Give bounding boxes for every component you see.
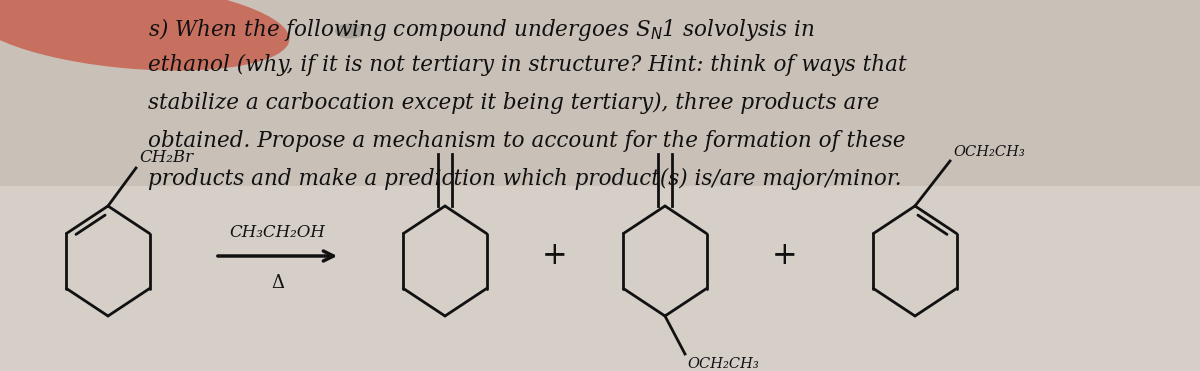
Text: s) When the following compound undergoes S$_N$1 solvolysis in: s) When the following compound undergoes… (148, 16, 815, 43)
Text: +: + (542, 240, 568, 272)
Ellipse shape (335, 23, 365, 39)
Text: ethanol (why, if it is not tertiary in structure? Hint: think of ways that: ethanol (why, if it is not tertiary in s… (148, 54, 907, 76)
FancyBboxPatch shape (0, 0, 1200, 186)
Text: OCH₂CH₃: OCH₂CH₃ (686, 357, 758, 371)
Text: CH₂Br: CH₂Br (139, 149, 193, 166)
Text: obtained. Propose a mechanism to account for the formation of these: obtained. Propose a mechanism to account… (148, 130, 906, 152)
Text: stabilize a carbocation except it being tertiary), three products are: stabilize a carbocation except it being … (148, 92, 880, 114)
Ellipse shape (0, 0, 289, 70)
Text: CH₃CH₂OH: CH₃CH₂OH (229, 224, 325, 241)
Text: Δ: Δ (271, 274, 284, 292)
Text: OCH₂CH₃: OCH₂CH₃ (953, 145, 1025, 159)
FancyBboxPatch shape (0, 186, 1200, 371)
Text: +: + (772, 240, 798, 272)
Text: products and make a prediction which product(s) is/are major/minor.: products and make a prediction which pro… (148, 168, 901, 190)
